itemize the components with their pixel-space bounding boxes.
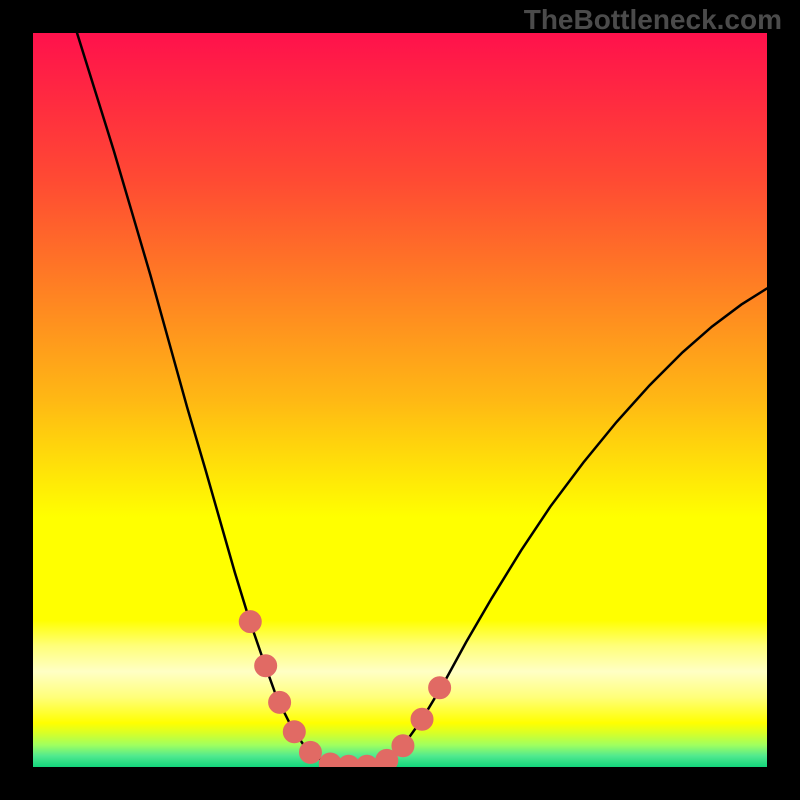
marker-dot — [255, 655, 277, 677]
marker-dot — [269, 691, 291, 713]
marker-dot — [299, 741, 321, 763]
bottleneck-chart — [33, 33, 767, 767]
watermark-text: TheBottleneck.com — [524, 4, 782, 36]
marker-dot — [239, 611, 261, 633]
gradient-background — [33, 33, 767, 767]
marker-dot — [429, 677, 451, 699]
marker-dot — [392, 735, 414, 757]
marker-dot — [283, 721, 305, 743]
plot-area — [33, 33, 767, 767]
marker-dot — [411, 708, 433, 730]
